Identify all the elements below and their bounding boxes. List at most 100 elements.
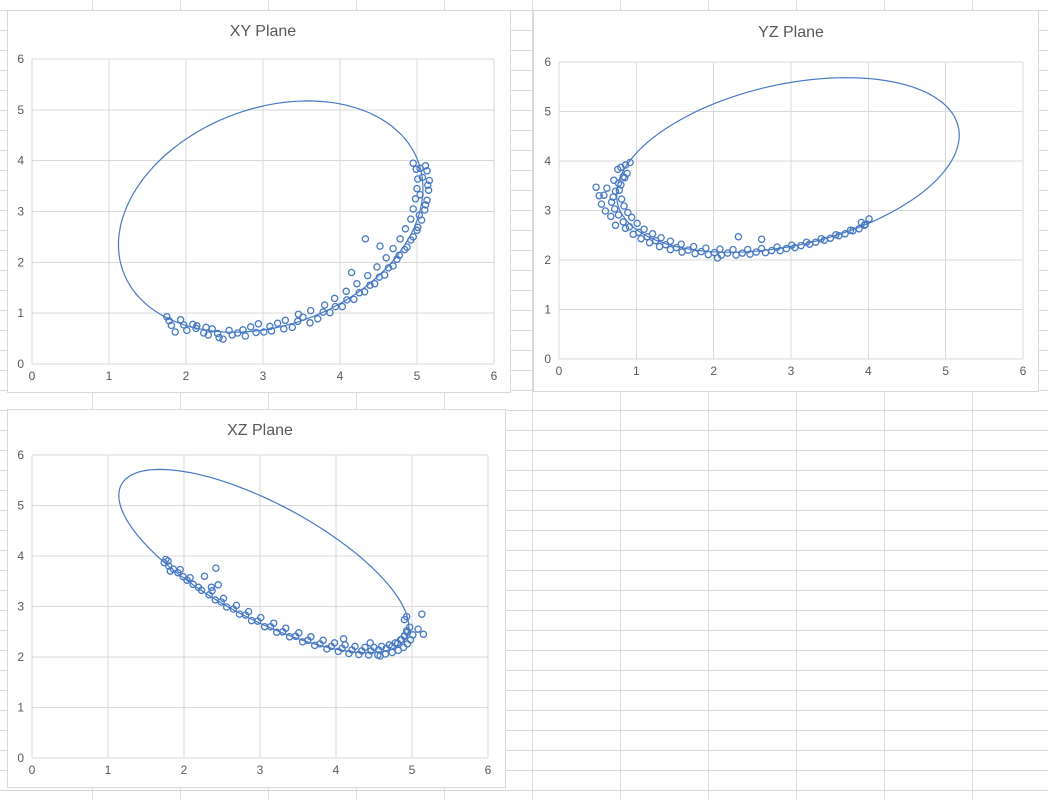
data-point xyxy=(326,308,334,317)
data-point xyxy=(273,319,282,328)
data-point xyxy=(625,223,634,231)
data-point xyxy=(330,639,339,647)
x-tick-label: 0 xyxy=(29,763,36,777)
data-point xyxy=(363,271,372,280)
data-point xyxy=(163,312,171,321)
data-point xyxy=(677,240,685,248)
data-point xyxy=(222,603,231,611)
data-point xyxy=(400,615,409,624)
data-point xyxy=(409,205,417,213)
x-tick-label: 5 xyxy=(942,364,949,378)
data-point xyxy=(342,287,350,296)
data-point xyxy=(416,190,424,199)
data-point xyxy=(361,235,370,243)
data-point xyxy=(373,263,381,271)
data-point xyxy=(607,198,616,206)
data-point xyxy=(320,301,329,309)
y-tick-label: 6 xyxy=(17,52,24,66)
data-point xyxy=(350,295,358,304)
y-tick-label: 6 xyxy=(17,448,24,462)
data-point xyxy=(645,238,654,247)
data-point xyxy=(811,238,820,246)
data-point xyxy=(213,329,222,338)
y-tick-label: 0 xyxy=(17,357,24,371)
data-point xyxy=(723,249,732,257)
x-tick-label: 6 xyxy=(1020,364,1027,378)
y-tick-label: 6 xyxy=(544,55,551,69)
data-point xyxy=(319,308,327,316)
data-point xyxy=(239,326,247,334)
data-point xyxy=(376,652,384,660)
x-tick-label: 4 xyxy=(333,763,340,777)
data-point xyxy=(183,326,191,335)
data-point xyxy=(269,619,278,627)
y-tick-label: 2 xyxy=(17,255,24,269)
data-point xyxy=(826,234,835,242)
data-point xyxy=(614,165,622,174)
y-tick-label: 5 xyxy=(544,105,551,119)
data-point xyxy=(313,315,322,323)
data-point xyxy=(409,159,417,167)
data-point xyxy=(672,243,681,252)
fit-ellipse-line xyxy=(615,77,960,253)
data-point xyxy=(757,244,766,253)
data-point xyxy=(729,245,737,254)
data-point xyxy=(651,236,660,245)
data-point xyxy=(627,213,636,222)
data-point xyxy=(207,583,216,592)
data-point xyxy=(420,206,429,214)
data-point xyxy=(281,316,290,325)
data-point xyxy=(306,319,314,327)
scatter-points xyxy=(592,158,873,262)
data-point xyxy=(380,271,389,279)
data-point xyxy=(855,225,863,233)
data-point xyxy=(405,623,414,631)
fit-ellipse-line xyxy=(117,100,424,333)
chart-xy-plane[interactable]: 0 1 2 3 4 5 6 0 1 2 3 4 5 6 XY Plane xyxy=(7,10,511,393)
data-point xyxy=(393,255,401,264)
data-point xyxy=(713,254,722,262)
data-point xyxy=(366,639,374,647)
chart-yz-plane[interactable]: 0 1 2 3 4 5 6 0 1 2 3 4 5 6 YZ Plane xyxy=(533,10,1039,392)
data-point xyxy=(254,320,263,328)
data-point xyxy=(360,288,369,296)
data-point xyxy=(797,241,805,250)
data-point xyxy=(691,249,699,258)
data-point xyxy=(295,629,303,637)
data-point xyxy=(233,329,242,337)
chart-xz-plane[interactable]: 0 1 2 3 4 5 6 0 1 2 3 4 5 6 XZ Plane xyxy=(7,409,506,788)
data-point xyxy=(412,165,420,174)
data-point xyxy=(609,193,617,201)
data-point xyxy=(204,331,213,339)
data-point xyxy=(208,325,216,333)
data-point xyxy=(331,302,340,311)
y-tick-label: 4 xyxy=(544,154,551,168)
data-point xyxy=(617,195,626,203)
data-point xyxy=(640,225,648,234)
data-point xyxy=(353,279,361,288)
data-point xyxy=(423,196,431,205)
x-tick-label: 0 xyxy=(29,369,36,383)
data-point xyxy=(382,254,390,262)
data-point xyxy=(219,335,227,343)
x-tick-label: 6 xyxy=(491,369,498,383)
data-point xyxy=(666,237,675,245)
data-point xyxy=(611,221,620,230)
data-point xyxy=(620,174,629,182)
data-point xyxy=(621,224,630,233)
data-point xyxy=(370,279,379,288)
x-tick-label: 1 xyxy=(106,369,113,383)
y-tick-label: 1 xyxy=(17,306,24,320)
data-point xyxy=(319,636,327,645)
data-point xyxy=(179,321,188,329)
data-point xyxy=(399,643,408,652)
data-point xyxy=(413,184,421,193)
data-point xyxy=(738,249,747,257)
x-tick-label: 2 xyxy=(710,364,717,378)
data-point xyxy=(361,643,369,652)
chart-title-yz: YZ Plane xyxy=(758,24,824,41)
y-tick-label: 3 xyxy=(17,205,24,219)
data-point xyxy=(395,251,404,259)
axis-tick-labels: 0 1 2 3 4 5 6 0 1 2 3 4 5 6 xyxy=(544,55,1026,378)
